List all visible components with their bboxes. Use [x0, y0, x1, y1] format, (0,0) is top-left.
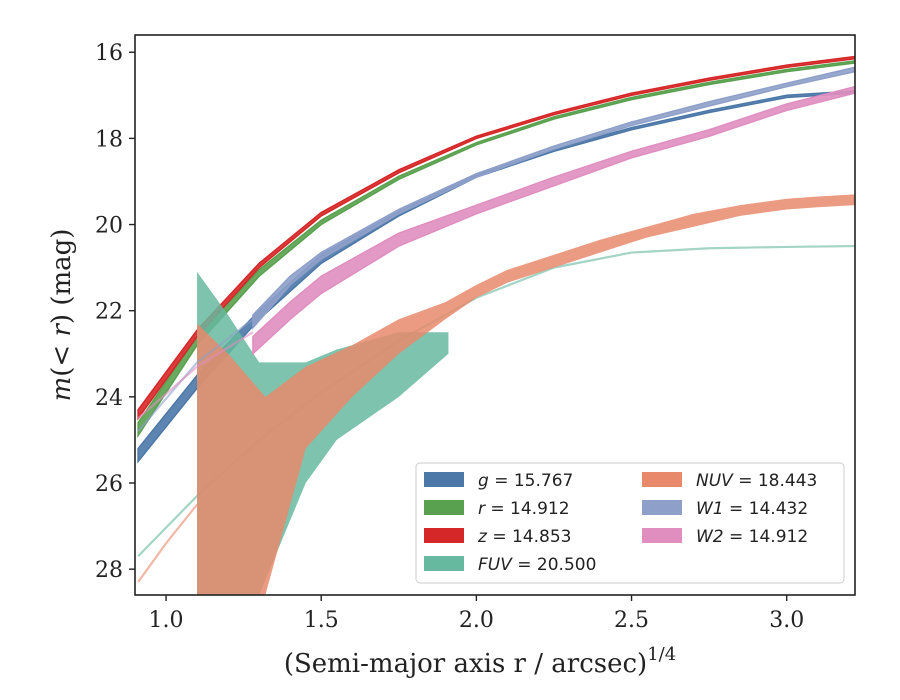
series-w1-model-curve	[137, 318, 254, 433]
y-axis-label-close: ) (mag)	[47, 229, 77, 325]
x-tick-label: 2.0	[459, 608, 494, 633]
series-nuv-band	[197, 194, 855, 595]
legend: g = 15.767 r = 14.912 z = 14.853 FUV = 20.5…	[415, 462, 845, 584]
legend-label-w2: W2 = 14.912	[696, 527, 808, 547]
y-axis-label: m(< r) (mag)	[47, 229, 77, 402]
y-tick-label: 24	[95, 386, 123, 411]
legend-label-g: g = 15.767	[478, 471, 573, 491]
legend-swatch-z	[424, 528, 464, 543]
y-tick-label: 16	[95, 41, 123, 66]
legend-swatch-nuv	[642, 472, 682, 487]
x-tick-label: 1.0	[149, 608, 184, 633]
plot-frame	[134, 34, 856, 596]
x-tick-label: 1.5	[304, 608, 339, 633]
series-nuv-model-curve	[137, 503, 198, 583]
legend-swatch-w2	[642, 528, 682, 543]
axis-ticks: 1.0 1.5 2.0 2.5 3.0 16 18 20 22 24 26 28	[95, 41, 804, 633]
y-tick-label: 28	[95, 558, 123, 583]
x-tick-label: 2.5	[614, 608, 649, 633]
legend-label-nuv: NUV = 18.443	[696, 471, 817, 491]
y-axis-label-m: m	[47, 377, 77, 402]
legend-label-fuv: FUV = 20.500	[478, 555, 596, 575]
y-tick-label: 26	[95, 472, 123, 497]
y-tick-label: 18	[95, 127, 123, 152]
series-w1-band	[252, 66, 855, 330]
plot-layer	[137, 55, 855, 595]
legend-label-r: r = 14.912	[478, 499, 570, 519]
y-axis-label-r: r	[47, 323, 77, 337]
legend-swatch-g	[424, 472, 464, 487]
x-tick-label: 3.0	[769, 608, 804, 633]
x-axis-label-exponent: 1/4	[647, 644, 676, 665]
x-axis-label: (Semi-major axis r / arcsec)1/4	[284, 644, 676, 679]
legend-label-w1: W1 = 14.432	[696, 499, 808, 519]
legend-swatch-r	[424, 500, 464, 515]
series-r-band	[137, 60, 855, 439]
series-w2-model-curve	[137, 331, 254, 420]
y-tick-label: 22	[95, 300, 123, 325]
y-tick-label: 20	[95, 214, 123, 239]
legend-swatch-w1	[642, 500, 682, 515]
legend-box	[415, 462, 845, 584]
legend-swatch-fuv	[424, 556, 464, 571]
y-axis-label-open: (<	[47, 337, 77, 377]
series-w2-band	[252, 85, 855, 356]
x-axis-label-text: (Semi-major axis r / arcsec)	[284, 649, 647, 679]
series-z-band	[137, 55, 855, 421]
legend-label-z: z = 14.853	[477, 527, 571, 547]
